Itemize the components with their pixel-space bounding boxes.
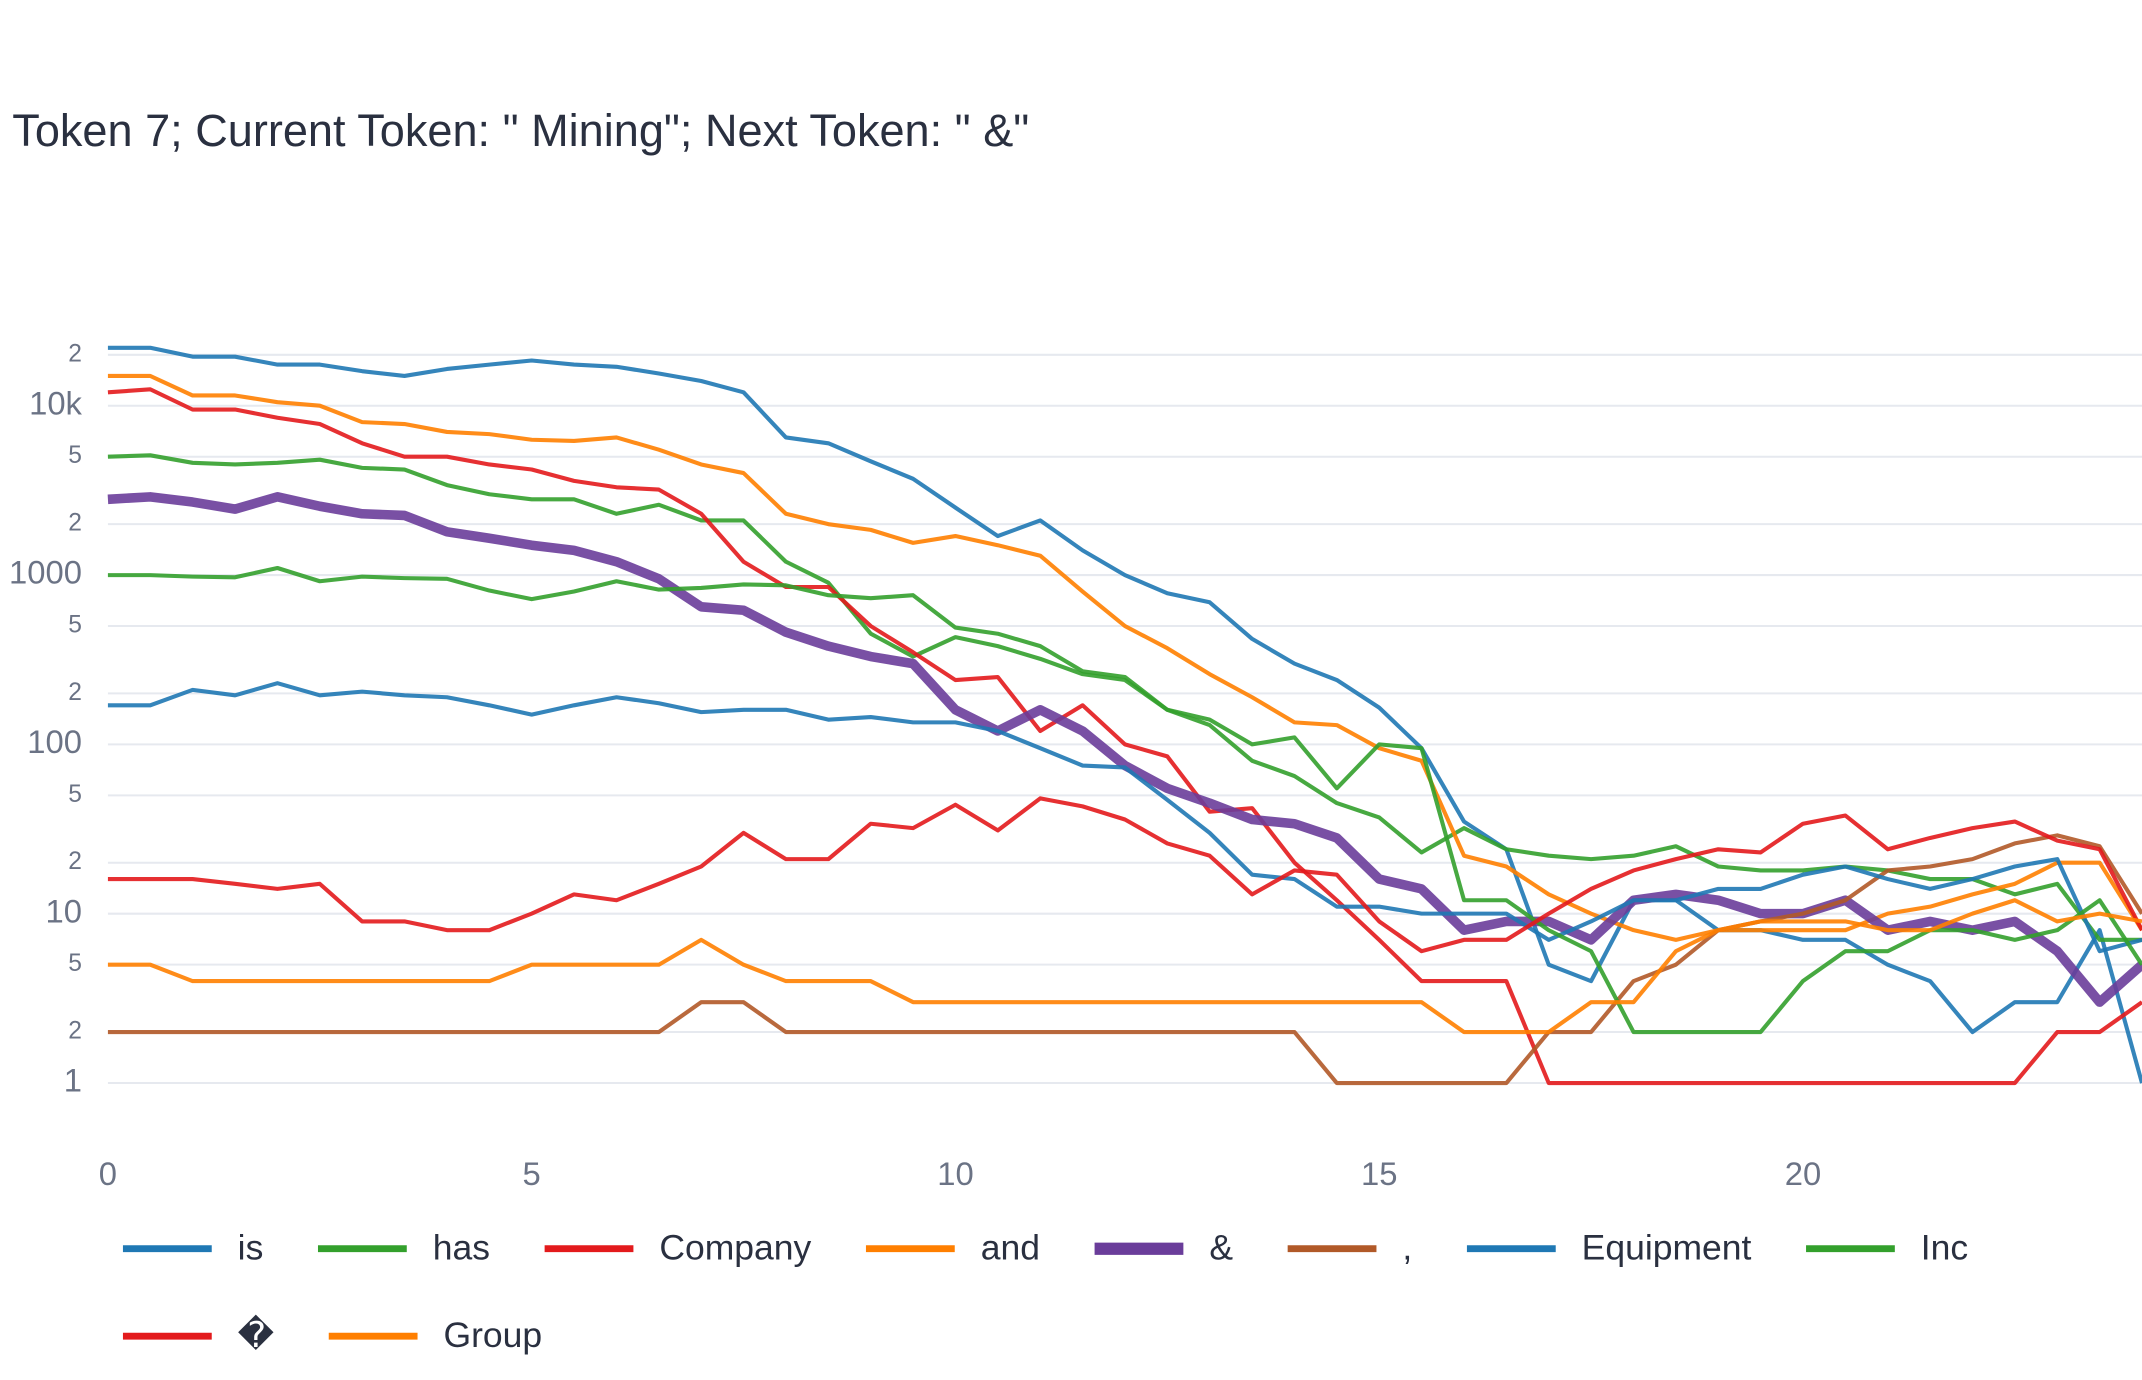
x-tick-label: 10	[937, 1155, 973, 1192]
legend-item[interactable]: is	[122, 1227, 264, 1267]
y-tick-label: 2	[68, 510, 82, 537]
x-tick-label: 20	[1785, 1155, 1821, 1192]
legend-label[interactable]: ,	[1402, 1227, 1412, 1267]
series-line	[107, 492, 2142, 1007]
series-line	[107, 898, 2142, 1035]
grid	[107, 353, 2142, 1085]
series-line	[107, 796, 2142, 954]
legend-label[interactable]: Group	[443, 1315, 542, 1355]
legend-item[interactable]: Company	[544, 1227, 812, 1267]
y-tick-label: 2	[68, 848, 82, 875]
y-tick-label: 2	[68, 340, 82, 367]
legend-item[interactable]: Equipment	[1466, 1227, 1752, 1267]
legend-label[interactable]: Equipment	[1582, 1227, 1752, 1267]
legend-label[interactable]: Inc	[1921, 1227, 1968, 1267]
y-tick-label: 100	[27, 723, 82, 760]
y-tick-label: 2	[68, 1018, 82, 1045]
series-line	[107, 681, 2142, 954]
y-tick-label: 5	[68, 612, 82, 639]
y-tick-label: 5	[68, 781, 82, 808]
y-tick-label: 5	[68, 950, 82, 977]
y-tick-label: 10k	[29, 384, 82, 421]
chart-title: Token 7; Current Token: " Mining"; Next …	[12, 105, 1029, 156]
legend-label[interactable]: has	[433, 1227, 490, 1267]
series-line	[107, 453, 2142, 942]
legend-label[interactable]: is	[238, 1227, 264, 1267]
legend-item[interactable]: and	[865, 1227, 1040, 1267]
legend-label[interactable]: &	[1209, 1227, 1233, 1267]
series-line	[107, 387, 2142, 1086]
series-line	[107, 373, 2142, 942]
x-tick-label: 15	[1361, 1155, 1397, 1192]
legend-item[interactable]: ,	[1287, 1227, 1413, 1267]
series-line	[107, 565, 2142, 1035]
legend: is has Company and &, Equipment Inc � Group	[122, 1227, 1968, 1355]
plot-area	[107, 345, 2142, 1086]
legend-item[interactable]: has	[317, 1227, 490, 1267]
x-tick-label: 0	[99, 1155, 117, 1192]
y-tick-label: 5	[68, 442, 82, 469]
legend-label[interactable]: Company	[659, 1227, 811, 1267]
y-tick-label: 1	[64, 1062, 82, 1099]
legend-item[interactable]: &	[1094, 1227, 1234, 1267]
series-line	[107, 833, 2142, 1086]
legend-item[interactable]: Group	[328, 1315, 542, 1355]
legend-label[interactable]: �	[238, 1314, 275, 1355]
y-tick-label: 1000	[9, 554, 82, 591]
legend-label[interactable]: and	[981, 1227, 1040, 1267]
x-tick-label: 5	[523, 1155, 541, 1192]
legend-item[interactable]: �	[122, 1314, 275, 1355]
y-tick-label: 2	[68, 679, 82, 706]
legend-item[interactable]: Inc	[1806, 1227, 1968, 1267]
series-line	[107, 345, 2142, 1084]
y-tick-label: 10	[46, 892, 82, 929]
